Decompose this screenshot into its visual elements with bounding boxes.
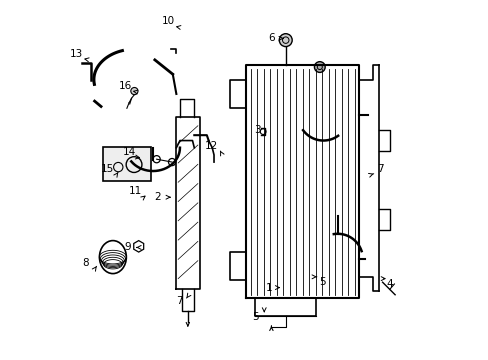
Text: 3: 3 bbox=[253, 125, 260, 135]
Text: 7: 7 bbox=[376, 164, 383, 174]
Text: 5: 5 bbox=[251, 312, 258, 322]
Text: 5: 5 bbox=[319, 277, 325, 287]
Text: 9: 9 bbox=[124, 242, 131, 252]
Text: 8: 8 bbox=[82, 258, 89, 268]
Text: 16: 16 bbox=[119, 81, 132, 91]
Text: 6: 6 bbox=[267, 33, 274, 43]
Text: 1: 1 bbox=[266, 283, 272, 293]
FancyBboxPatch shape bbox=[102, 147, 151, 181]
Circle shape bbox=[314, 62, 325, 72]
Text: 7: 7 bbox=[176, 296, 182, 306]
Text: 4: 4 bbox=[386, 279, 392, 289]
Text: 10: 10 bbox=[162, 17, 175, 27]
Circle shape bbox=[131, 87, 138, 95]
Text: 15: 15 bbox=[101, 164, 114, 174]
Text: 13: 13 bbox=[70, 49, 83, 59]
Circle shape bbox=[279, 34, 292, 46]
Text: 14: 14 bbox=[122, 147, 135, 157]
Text: 11: 11 bbox=[128, 186, 142, 197]
Text: 12: 12 bbox=[204, 141, 218, 151]
Text: 2: 2 bbox=[154, 192, 161, 202]
